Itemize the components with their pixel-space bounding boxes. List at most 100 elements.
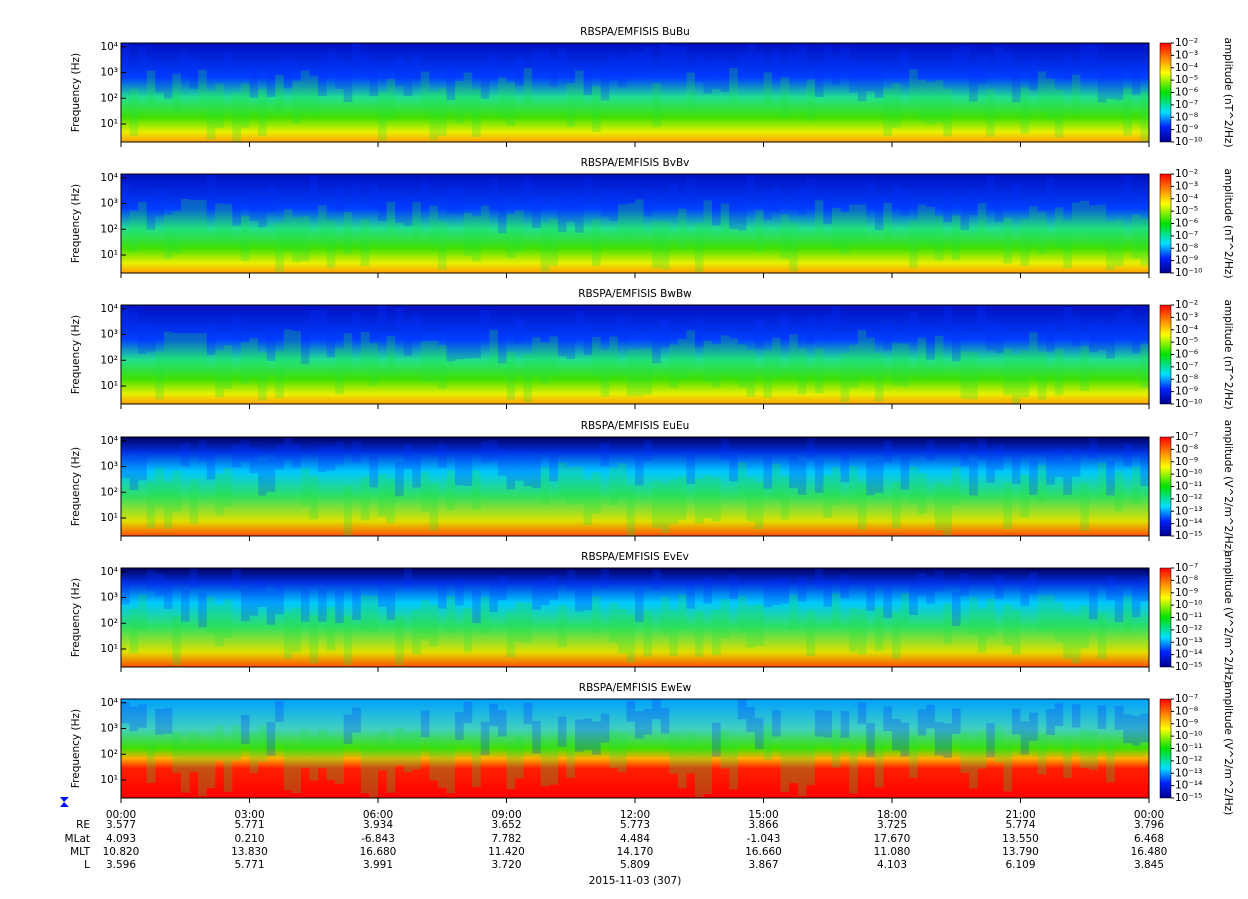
spectrogram-texture bbox=[1080, 200, 1090, 237]
spectrogram-texture bbox=[1080, 346, 1090, 391]
spectrogram-texture bbox=[866, 723, 875, 758]
spectrogram-texture bbox=[626, 700, 635, 722]
colorbar-tick-label: 10⁻⁸ bbox=[1175, 373, 1198, 385]
spectrogram-texture bbox=[540, 342, 550, 385]
spectrogram-texture bbox=[386, 587, 396, 620]
x-tick-label: 15:00 bbox=[748, 809, 778, 821]
spectrogram-texture bbox=[360, 51, 370, 76]
spectrogram-texture bbox=[129, 457, 139, 491]
spectrogram-texture bbox=[378, 474, 387, 517]
y-tick-label: 10¹ bbox=[100, 249, 118, 261]
spectrogram-texture bbox=[129, 706, 139, 732]
colorbar-tick-label: 10⁻⁹ bbox=[1175, 587, 1198, 599]
spectrogram-texture bbox=[523, 602, 533, 644]
spectrogram-texture bbox=[712, 59, 721, 89]
spectrogram-texture bbox=[412, 730, 421, 770]
spectrogram-texture bbox=[712, 193, 721, 226]
spectrogram-texture bbox=[643, 610, 653, 657]
spectrogram-texture bbox=[1063, 306, 1072, 328]
spectrogram-texture bbox=[283, 612, 293, 659]
spectrogram-texture bbox=[694, 222, 704, 272]
colorbar-tick-label: 10⁻⁴ bbox=[1175, 324, 1198, 336]
spectrogram-texture bbox=[1080, 605, 1090, 649]
spectrogram-texture bbox=[1071, 318, 1081, 347]
spectrogram-texture bbox=[1140, 576, 1149, 602]
spectrogram-texture bbox=[857, 609, 867, 655]
spectrogram-texture bbox=[266, 458, 276, 492]
spectrogram-texture bbox=[703, 475, 713, 518]
panel-title: RBSPA/EMFISIS BwBw bbox=[578, 288, 692, 300]
spectrogram-texture bbox=[506, 82, 516, 126]
spectrogram-texture bbox=[326, 445, 336, 471]
spectrogram-texture bbox=[240, 216, 250, 262]
spectrogram-texture bbox=[557, 48, 567, 72]
spectrogram-texture bbox=[737, 51, 747, 77]
spectrogram-texture bbox=[806, 610, 815, 657]
spectrogram-texture bbox=[832, 729, 841, 768]
spectrogram-texture bbox=[283, 438, 293, 459]
spectrogram-texture bbox=[840, 710, 850, 738]
spectrogram-texture bbox=[352, 181, 361, 207]
spectrogram-texture bbox=[900, 722, 910, 757]
spectrogram-texture bbox=[129, 308, 139, 331]
spectrogram-texture bbox=[660, 318, 670, 348]
ephemeris-value: 5.774 bbox=[1005, 819, 1035, 831]
spectrogram-texture bbox=[703, 62, 713, 94]
spectrogram-texture bbox=[318, 446, 327, 473]
spectrogram-texture bbox=[180, 589, 190, 622]
spectrogram-texture bbox=[729, 338, 738, 378]
spectrogram-texture bbox=[643, 348, 653, 395]
spectrogram-texture bbox=[703, 340, 713, 382]
spectrogram-texture bbox=[832, 207, 841, 248]
spectrogram-texture bbox=[772, 463, 781, 500]
spectrogram-texture bbox=[626, 486, 635, 536]
spectrogram-texture bbox=[772, 337, 781, 378]
spectrogram-texture bbox=[669, 610, 678, 656]
spectrogram-texture bbox=[1046, 321, 1055, 352]
spectrogram-texture bbox=[1123, 308, 1132, 332]
spectrogram-texture bbox=[129, 88, 139, 136]
spectrogram-texture bbox=[138, 45, 147, 68]
spectrogram-texture bbox=[258, 580, 267, 608]
colorbar-tick-label: 10⁻¹⁰ bbox=[1175, 730, 1202, 742]
spectrogram-texture bbox=[797, 460, 807, 495]
spectrogram-texture bbox=[540, 741, 550, 787]
spectrogram-texture bbox=[275, 350, 284, 399]
spectrogram-texture bbox=[497, 77, 507, 118]
zoom-icon[interactable] bbox=[60, 797, 69, 807]
spectrogram-texture bbox=[909, 311, 918, 336]
spectrogram-texture bbox=[1114, 66, 1124, 100]
spectrogram-texture bbox=[934, 721, 944, 756]
spectrogram-texture bbox=[163, 481, 173, 529]
spectrogram-texture bbox=[1054, 89, 1064, 138]
spectrogram-texture bbox=[729, 743, 738, 790]
spectrogram-texture bbox=[386, 336, 396, 375]
spectrogram-texture bbox=[763, 724, 773, 761]
spectrogram-texture bbox=[386, 478, 396, 524]
spectrogram-texture bbox=[729, 574, 738, 599]
spectrogram-texture bbox=[472, 741, 481, 787]
spectrogram-texture bbox=[951, 708, 961, 734]
y-tick-label: 10¹ bbox=[100, 512, 118, 524]
spectrogram-texture bbox=[780, 314, 790, 340]
spectrogram-texture bbox=[335, 590, 344, 624]
ephemeris-value: 16.480 bbox=[1131, 846, 1168, 858]
spectrogram-image bbox=[121, 43, 1149, 142]
spectrogram-texture bbox=[360, 476, 370, 521]
spectrogram-texture bbox=[1097, 462, 1107, 499]
spectrogram-texture bbox=[917, 572, 927, 596]
ephemeris-value: 13.550 bbox=[1002, 833, 1039, 845]
spectrogram-texture bbox=[515, 736, 524, 779]
spectrogram-texture bbox=[566, 83, 576, 128]
spectrogram-texture bbox=[806, 178, 815, 201]
spectrogram-texture bbox=[232, 193, 241, 226]
spectrogram-texture bbox=[1020, 350, 1030, 398]
spectrogram-texture bbox=[1011, 708, 1021, 735]
colorbar-tick-label: 10⁻⁸ bbox=[1175, 443, 1198, 455]
x-tick-label: 06:00 bbox=[363, 809, 393, 821]
colorbar-tick-label: 10⁻¹⁵ bbox=[1175, 661, 1202, 673]
spectrogram-texture bbox=[300, 589, 310, 622]
spectrogram-texture bbox=[797, 187, 807, 216]
spectrogram-texture bbox=[223, 468, 233, 507]
colorbar-tick-label: 10⁻¹² bbox=[1175, 624, 1202, 636]
